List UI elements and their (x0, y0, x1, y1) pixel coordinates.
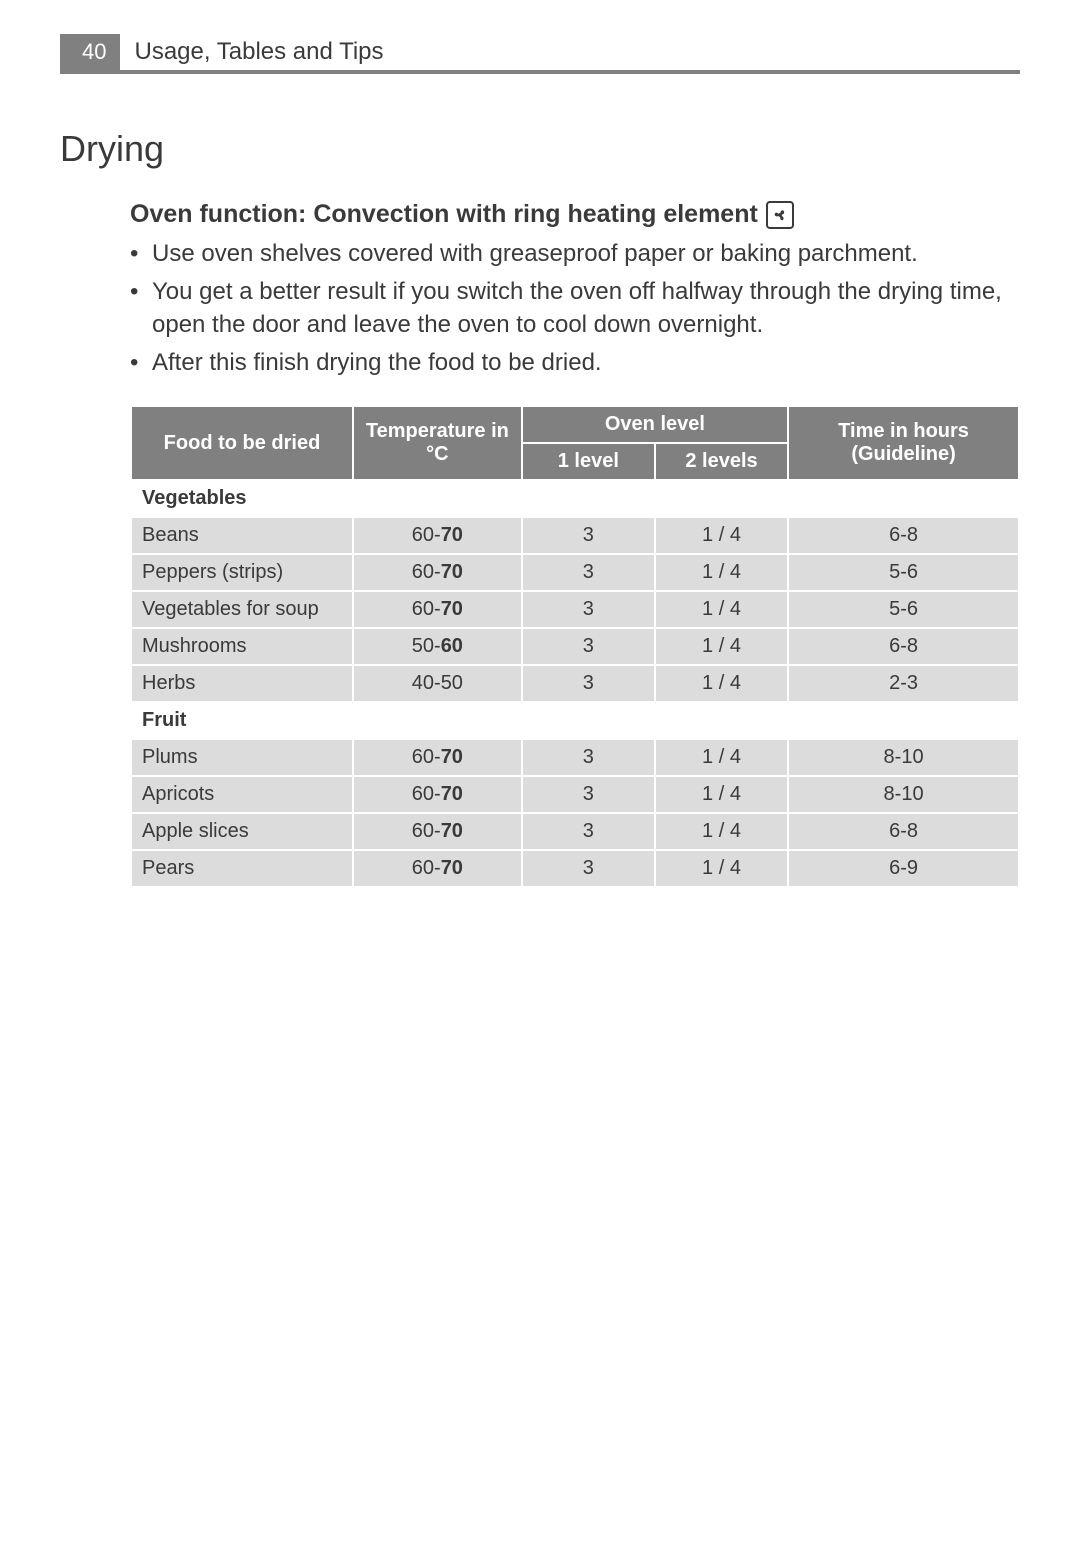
table-section-label: Fruit (131, 702, 1019, 739)
cell-temperature: 50-60 (353, 628, 522, 665)
cell-level-1: 3 (522, 517, 655, 554)
fan-convection-icon (766, 201, 794, 229)
cell-level-1: 3 (522, 776, 655, 813)
page-content: Drying Oven function: Convection with ri… (0, 74, 1080, 888)
subheading-text: Oven function: Convection with ring heat… (130, 200, 758, 229)
cell-level-2: 1 / 4 (655, 665, 788, 702)
th-oven-level: Oven level (522, 406, 788, 443)
header-section-title: Usage, Tables and Tips (120, 34, 383, 70)
cell-time: 2-3 (788, 665, 1019, 702)
table-row: Apple slices60-7031 / 46-8 (131, 813, 1019, 850)
cell-level-1: 3 (522, 591, 655, 628)
cell-level-1: 3 (522, 813, 655, 850)
table-row: Apricots60-7031 / 48-10 (131, 776, 1019, 813)
cell-level-2: 1 / 4 (655, 517, 788, 554)
cell-food: Apricots (131, 776, 353, 813)
subheading-line: Oven function: Convection with ring heat… (130, 200, 1020, 229)
table-row: Vegetables for soup60-7031 / 45-6 (131, 591, 1019, 628)
bullet-list: Use oven shelves covered with greaseproo… (130, 237, 1020, 379)
cell-level-1: 3 (522, 665, 655, 702)
table-section-row: Fruit (131, 702, 1019, 739)
cell-temperature: 40-50 (353, 665, 522, 702)
cell-time: 6-8 (788, 628, 1019, 665)
th-food: Food to be dried (131, 406, 353, 480)
table-section-label: Vegetables (131, 480, 1019, 517)
cell-time: 8-10 (788, 739, 1019, 776)
cell-level-1: 3 (522, 628, 655, 665)
cell-food: Plums (131, 739, 353, 776)
th-time: Time in hours (Guideline) (788, 406, 1019, 480)
table-section-row: Vegetables (131, 480, 1019, 517)
cell-time: 6-9 (788, 850, 1019, 887)
table-row: Mushrooms50-6031 / 46-8 (131, 628, 1019, 665)
cell-food: Apple slices (131, 813, 353, 850)
cell-time: 5-6 (788, 554, 1019, 591)
cell-level-2: 1 / 4 (655, 591, 788, 628)
cell-level-2: 1 / 4 (655, 554, 788, 591)
cell-temperature: 60-70 (353, 739, 522, 776)
cell-time: 6-8 (788, 517, 1019, 554)
section-title: Drying (60, 128, 1020, 170)
cell-temperature: 60-70 (353, 776, 522, 813)
cell-food: Vegetables for soup (131, 591, 353, 628)
table-header: Food to be dried Temperature in °C Oven … (131, 406, 1019, 480)
table-row: Peppers (strips)60-7031 / 45-6 (131, 554, 1019, 591)
cell-food: Beans (131, 517, 353, 554)
cell-food: Herbs (131, 665, 353, 702)
cell-food: Mushrooms (131, 628, 353, 665)
cell-temperature: 60-70 (353, 517, 522, 554)
cell-food: Pears (131, 850, 353, 887)
cell-level-1: 3 (522, 850, 655, 887)
cell-level-2: 1 / 4 (655, 813, 788, 850)
cell-temperature: 60-70 (353, 813, 522, 850)
cell-level-1: 3 (522, 739, 655, 776)
th-level1: 1 level (522, 443, 655, 480)
table-row: Pears60-7031 / 46-9 (131, 850, 1019, 887)
cell-time: 6-8 (788, 813, 1019, 850)
table-row: Beans60-7031 / 46-8 (131, 517, 1019, 554)
cell-level-2: 1 / 4 (655, 739, 788, 776)
th-temp: Temperature in °C (353, 406, 522, 480)
drying-table: Food to be dried Temperature in °C Oven … (130, 405, 1020, 888)
table-row: Herbs40-5031 / 42-3 (131, 665, 1019, 702)
section-body: Oven function: Convection with ring heat… (60, 200, 1020, 888)
bullet-item: You get a better result if you switch th… (130, 275, 1020, 342)
cell-food: Peppers (strips) (131, 554, 353, 591)
page-number: 40 (60, 34, 120, 70)
page-header: 40 Usage, Tables and Tips (60, 34, 1020, 74)
cell-time: 8-10 (788, 776, 1019, 813)
bullet-item: Use oven shelves covered with greaseproo… (130, 237, 1020, 271)
table-body: VegetablesBeans60-7031 / 46-8Peppers (st… (131, 480, 1019, 887)
cell-temperature: 60-70 (353, 591, 522, 628)
cell-level-2: 1 / 4 (655, 850, 788, 887)
cell-temperature: 60-70 (353, 850, 522, 887)
cell-level-1: 3 (522, 554, 655, 591)
bullet-item: After this finish drying the food to be … (130, 346, 1020, 380)
cell-level-2: 1 / 4 (655, 628, 788, 665)
cell-level-2: 1 / 4 (655, 776, 788, 813)
cell-time: 5-6 (788, 591, 1019, 628)
th-level2: 2 levels (655, 443, 788, 480)
cell-temperature: 60-70 (353, 554, 522, 591)
table-row: Plums60-7031 / 48-10 (131, 739, 1019, 776)
